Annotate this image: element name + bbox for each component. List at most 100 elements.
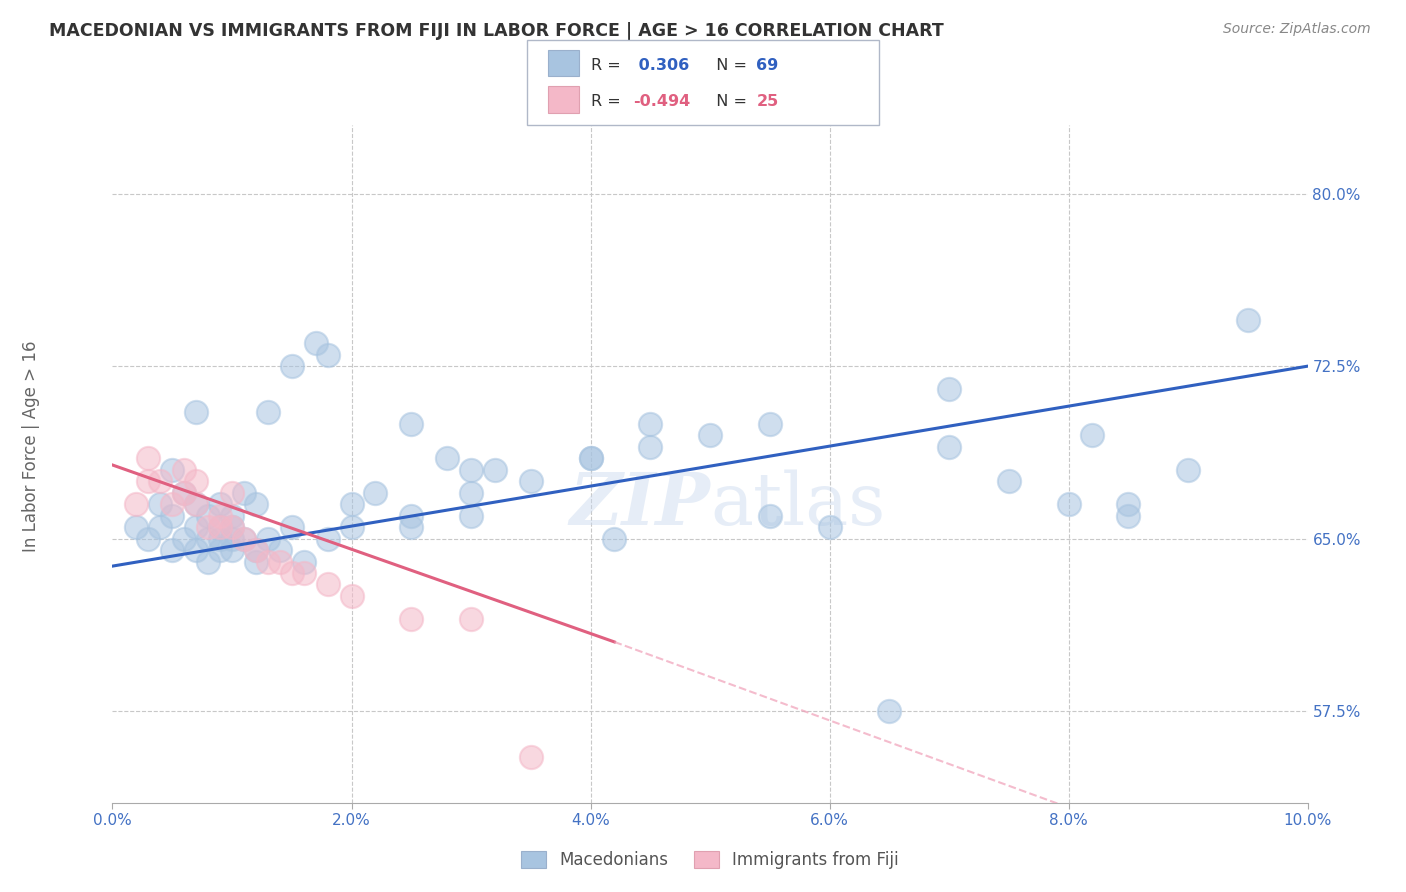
Point xyxy=(257,532,280,546)
Point xyxy=(149,520,172,534)
Point xyxy=(520,749,543,764)
Point xyxy=(316,532,339,546)
Point xyxy=(460,462,482,476)
Point xyxy=(460,485,482,500)
Point xyxy=(460,612,482,626)
Point xyxy=(938,440,960,454)
Point xyxy=(208,532,231,546)
Point xyxy=(233,485,256,500)
Point xyxy=(173,532,195,546)
Point xyxy=(316,348,339,362)
Point xyxy=(304,336,326,351)
Point xyxy=(401,508,423,523)
Point xyxy=(269,554,291,568)
Point xyxy=(186,497,208,511)
Point xyxy=(281,566,304,580)
Point xyxy=(186,543,208,558)
Point xyxy=(316,577,339,591)
Point xyxy=(436,451,458,466)
Point xyxy=(162,543,183,558)
Point xyxy=(401,612,423,626)
Point xyxy=(1177,462,1199,476)
Point xyxy=(125,497,148,511)
Point xyxy=(759,508,782,523)
Point xyxy=(138,532,160,546)
Text: R =: R = xyxy=(591,58,626,72)
Text: In Labor Force | Age > 16: In Labor Force | Age > 16 xyxy=(22,340,39,552)
Point xyxy=(340,497,363,511)
Point xyxy=(603,532,626,546)
Point xyxy=(208,520,231,534)
Point xyxy=(173,485,195,500)
Point xyxy=(877,704,900,718)
Point xyxy=(1116,508,1139,523)
Point xyxy=(197,532,219,546)
Point xyxy=(221,485,243,500)
Point xyxy=(233,532,256,546)
Point xyxy=(162,462,183,476)
Text: N =: N = xyxy=(706,58,752,72)
Point xyxy=(759,417,782,431)
Point xyxy=(281,520,304,534)
Text: Source: ZipAtlas.com: Source: ZipAtlas.com xyxy=(1223,22,1371,37)
Point xyxy=(638,440,662,454)
Point xyxy=(269,543,291,558)
Point xyxy=(401,417,423,431)
Point xyxy=(1057,497,1080,511)
Point xyxy=(460,508,482,523)
Point xyxy=(221,532,243,546)
Point xyxy=(281,359,304,374)
Point xyxy=(162,497,183,511)
Point xyxy=(162,508,183,523)
Point xyxy=(257,405,280,419)
Point xyxy=(221,520,243,534)
Point xyxy=(173,462,195,476)
Point xyxy=(208,543,231,558)
Point xyxy=(340,589,363,603)
Point xyxy=(938,382,960,396)
Point xyxy=(197,554,219,568)
Text: atlas: atlas xyxy=(710,469,886,540)
Point xyxy=(699,428,721,442)
Point xyxy=(138,474,160,488)
Point xyxy=(364,485,387,500)
Point xyxy=(149,497,172,511)
Text: -0.494: -0.494 xyxy=(633,94,690,109)
Text: 25: 25 xyxy=(756,94,779,109)
Point xyxy=(1116,497,1139,511)
Point xyxy=(292,554,315,568)
Point xyxy=(197,508,219,523)
Text: N =: N = xyxy=(706,94,752,109)
Point xyxy=(186,497,208,511)
Point xyxy=(245,543,267,558)
Legend: Macedonians, Immigrants from Fiji: Macedonians, Immigrants from Fiji xyxy=(515,845,905,876)
Point xyxy=(520,474,543,488)
Point xyxy=(579,451,602,466)
Point xyxy=(221,543,243,558)
Point xyxy=(186,520,208,534)
Point xyxy=(292,566,315,580)
Point xyxy=(149,474,172,488)
Point xyxy=(125,520,148,534)
Point xyxy=(173,485,195,500)
Point xyxy=(208,497,231,511)
Text: R =: R = xyxy=(591,94,626,109)
Point xyxy=(638,417,662,431)
Point xyxy=(208,508,231,523)
Point xyxy=(197,520,219,534)
Point xyxy=(245,543,267,558)
Point xyxy=(1237,313,1260,327)
Point xyxy=(340,520,363,534)
Text: ZIP: ZIP xyxy=(569,469,710,540)
Text: 0.306: 0.306 xyxy=(633,58,689,72)
Point xyxy=(221,508,243,523)
Point xyxy=(138,451,160,466)
Point xyxy=(221,520,243,534)
Point xyxy=(998,474,1021,488)
Point xyxy=(186,405,208,419)
Point xyxy=(186,474,208,488)
Text: 69: 69 xyxy=(756,58,779,72)
Point xyxy=(401,520,423,534)
Text: MACEDONIAN VS IMMIGRANTS FROM FIJI IN LABOR FORCE | AGE > 16 CORRELATION CHART: MACEDONIAN VS IMMIGRANTS FROM FIJI IN LA… xyxy=(49,22,943,40)
Point xyxy=(245,497,267,511)
